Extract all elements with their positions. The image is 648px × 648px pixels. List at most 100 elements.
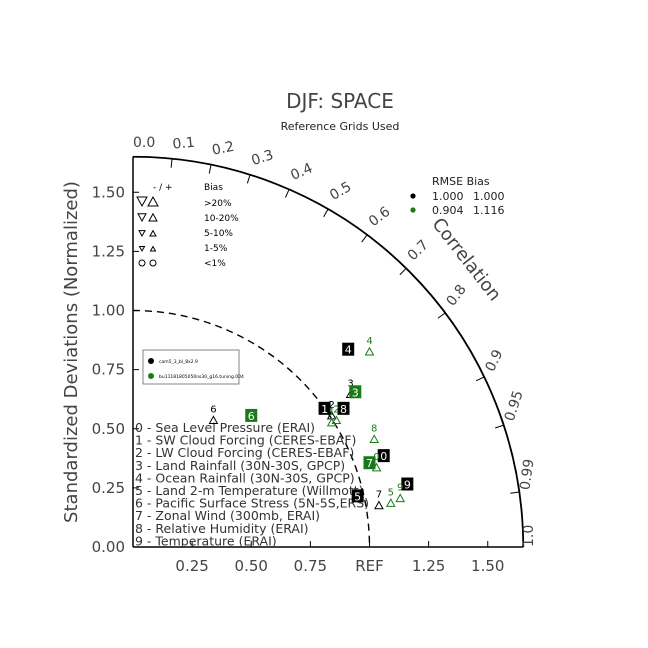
data-point-label: 1	[321, 403, 328, 416]
correlation-tick-label: 0.9	[482, 347, 506, 374]
bias-legend-label: >20%	[204, 199, 232, 209]
correlation-tick-mark	[510, 491, 520, 494]
correlation-tick-label: 0.7	[405, 237, 432, 264]
data-point-label: 0	[373, 452, 379, 463]
data-point-label: 3	[352, 386, 359, 399]
correlation-tick-mark	[495, 424, 504, 429]
rmse-value: 1.000	[432, 190, 464, 203]
rmse-value: 0.904	[432, 204, 464, 217]
correlation-tick-label: 0.6	[366, 204, 393, 230]
outer-arc	[132, 155, 525, 548]
chart-title: DJF: SPACE	[286, 89, 394, 113]
correlation-tick-mark	[361, 234, 368, 243]
variable-list-item: 5 - Land 2-m Temperature (Willmott)	[135, 483, 364, 498]
variable-list-item: 6 - Pacific Surface Stress (5N-5S,ERS)	[135, 496, 369, 511]
rmse-bias-header: RMSE Bias	[432, 175, 490, 188]
correlation-tick-label: 0.1	[172, 135, 196, 153]
case-legend-dot	[148, 373, 154, 379]
variable-list-item: 2 - LW Cloud Forcing (CERES-EBAF)	[135, 445, 354, 460]
bias-legend-label: <1%	[204, 259, 226, 269]
correlation-tick-label: 0.3	[249, 147, 275, 169]
tick-labels: 0.25 0.50 0.75 REF 1.25 1.500.000.250.500.751…	[92, 183, 505, 575]
case-legend-box	[142, 349, 240, 385]
bias-legend-up-triangle	[149, 229, 157, 237]
bias-legend-down-triangle	[137, 213, 147, 223]
data-point-label: 7	[376, 490, 382, 501]
bias-legend-circle	[149, 259, 157, 267]
data-point-label: 4	[366, 336, 372, 347]
x-tick-label: 0.75	[294, 557, 327, 575]
bias-legend-label: 5-10%	[204, 229, 233, 239]
rmse-legend-dot	[410, 207, 416, 213]
data-points: 0 1 2 3 4 5 6 7 8 9 0 12 3 4 5 6 7 8 9	[208, 336, 414, 510]
data-point-marker	[326, 417, 337, 427]
data-point-label: 8	[340, 403, 347, 416]
data-point-marker	[331, 415, 342, 425]
correlation-tick-label: 0.5	[327, 179, 354, 204]
case-legend-dot	[148, 358, 154, 364]
variable-list-item: 8 - Relative Humidity (ERAI)	[135, 521, 309, 536]
x-tick-label: 0.50	[235, 557, 268, 575]
case-legend: cam5_3_bl_8x2.9 bu11181805050ns30_g16.tun…	[142, 349, 244, 385]
data-point-label: 2	[333, 405, 339, 416]
data-point-box	[377, 449, 390, 463]
bias-legend-up-triangle	[147, 195, 159, 207]
data-point-label: 1	[328, 407, 334, 418]
bias-legend-circle	[138, 259, 146, 267]
data-point-label: 5	[388, 487, 394, 498]
variable-list-item: 7 - Zonal Wind (300mb, ERAI)	[135, 508, 320, 523]
case-legend-name: cam5_3_bl_8x2.9	[159, 359, 198, 365]
bias-legend: - / + Bias >20% 10-20% 5-10% 1-5% <1%	[136, 183, 239, 269]
correlation-tick-mark	[170, 158, 173, 168]
bias-legend-title: Bias	[204, 183, 223, 193]
x-tick-label: REF	[355, 557, 384, 575]
data-point-box	[342, 342, 355, 356]
bias-legend-signs: - / +	[153, 183, 173, 193]
data-point-box	[349, 385, 362, 399]
bias-legend-down-triangle	[136, 196, 148, 208]
data-point-label: 0	[380, 450, 387, 463]
y-tick-label: 1.25	[92, 242, 125, 260]
data-point-marker	[374, 500, 384, 510]
data-point-label: 6	[210, 405, 216, 416]
y-tick-label: 1.00	[92, 302, 125, 320]
data-point-box	[245, 408, 258, 422]
variable-list: 0 - Sea Level Pressure (ERAI)1 - SW Clou…	[135, 420, 369, 548]
correlation-tick-label: 1.0	[521, 525, 537, 547]
rmse-legend-dot	[410, 193, 416, 199]
correlation-tick-mark	[323, 208, 329, 218]
bias-legend-down-triangle	[138, 246, 146, 253]
variable-list-item: 1 - SW Cloud Forcing (CERES-EBAF)	[135, 433, 356, 448]
x-tick-label: 1.25	[412, 557, 445, 575]
correlation-tick-label: 0.4	[288, 160, 315, 184]
y-tick-label: 0.00	[92, 538, 125, 556]
variable-list-item: 0 - Sea Level Pressure (ERAI)	[135, 420, 315, 435]
data-point-label: 2	[328, 400, 334, 411]
y-tick-label: 0.50	[92, 420, 125, 438]
correlation-tick-label: 0.0	[133, 135, 155, 151]
x-tick-label: 0.25	[175, 557, 208, 575]
correlation-tick-label: 0.8	[444, 282, 470, 309]
data-point-label: 4	[345, 344, 352, 357]
data-point-label: 9	[397, 483, 403, 494]
bias-legend-up-triangle	[149, 245, 157, 252]
data-point-marker	[395, 493, 406, 503]
bias-legend-label: 1-5%	[204, 244, 228, 254]
x-tick-label: 1.50	[471, 557, 504, 575]
y-axis-label: Standardized Deviations (Normalized)	[61, 181, 82, 523]
data-point-marker	[385, 498, 396, 507]
data-point-box	[363, 456, 376, 470]
case-legend-name: bu11181805050ns30_g16.tuning.004	[159, 374, 244, 380]
correlation-tick-mark	[208, 164, 212, 174]
correlation-tick-mark	[437, 312, 446, 319]
y-tick-label: 1.50	[92, 183, 125, 201]
data-point-marker	[364, 346, 375, 356]
bias-legend-label: 10-20%	[204, 214, 239, 224]
variable-list-item: 4 - Ocean Rainfall (30N-30S, GPCP)	[135, 470, 355, 485]
chart-subtitle: Reference Grids Used	[281, 120, 400, 133]
data-point-label: 7	[366, 457, 373, 470]
correlation-tick-mark	[285, 189, 290, 198]
data-point-box	[318, 401, 331, 415]
correlation-tick-label: 0.95	[502, 389, 527, 424]
